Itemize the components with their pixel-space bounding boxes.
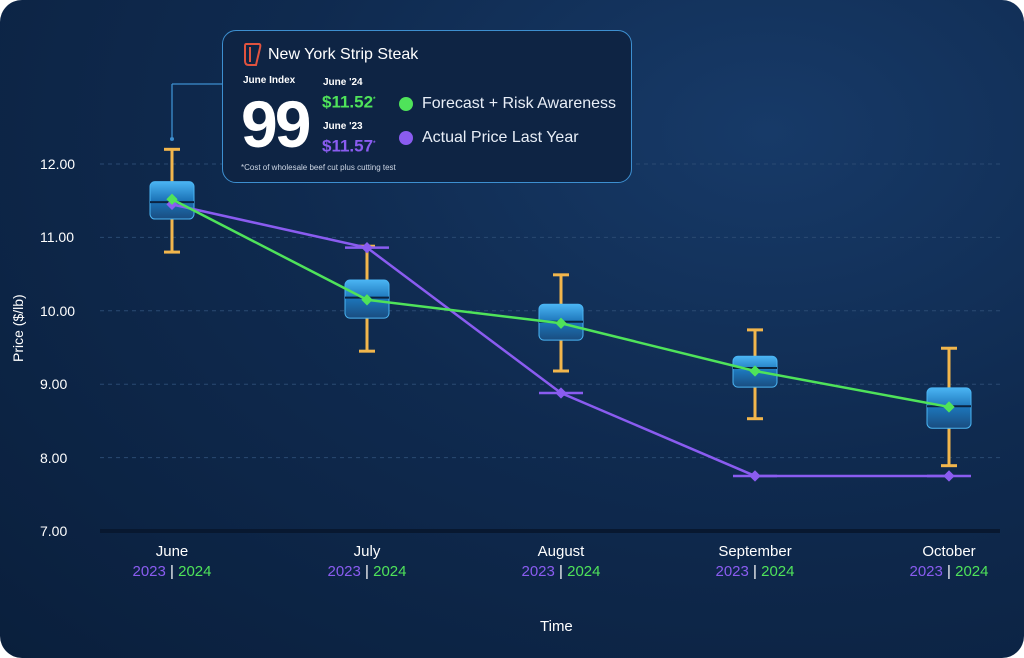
- steak-icon: [244, 43, 262, 66]
- summary-card: New York Strip Steak June Index 99 June …: [222, 30, 632, 183]
- y-axis-label: Price ($/lb): [10, 294, 26, 362]
- data-point: [555, 317, 567, 329]
- x-tick-label: June 2023 | 2024: [132, 543, 212, 580]
- data-point: [943, 470, 955, 482]
- x-tick-label: October 2023 | 2024: [909, 543, 989, 580]
- data-point: [361, 294, 373, 306]
- june-24-value: $11.52*: [322, 92, 376, 112]
- callout-dot: [170, 137, 174, 141]
- card-title: New York Strip Steak: [268, 46, 419, 63]
- data-point: [166, 193, 178, 205]
- june-23-value: $11.57*: [322, 136, 376, 156]
- x-tick-label: September 2023 | 2024: [715, 543, 795, 580]
- index-value: 99: [241, 87, 311, 161]
- x-tick-label: July 2023 | 2024: [327, 543, 407, 580]
- legend-item-actual: Actual Price Last Year: [399, 128, 579, 148]
- data-point: [943, 401, 955, 413]
- y-tick-label: 12.00: [40, 156, 76, 172]
- y-tick-label: 11.00: [40, 229, 74, 246]
- data-point: [361, 242, 373, 254]
- y-tick-label: 8.00: [40, 449, 68, 466]
- june-24-label: June '24: [323, 77, 363, 88]
- footnote: *Cost of wholesale beef cut plus cutting…: [241, 163, 396, 172]
- legend-item-forecast: Forecast + Risk Awareness: [399, 94, 616, 114]
- y-tick-label: 7.00: [40, 523, 68, 539]
- y-tick-label: 10.00: [40, 302, 76, 319]
- data-point: [749, 470, 761, 482]
- index-label: June Index: [243, 75, 296, 86]
- june-23-label: June '23: [323, 121, 363, 132]
- legend-dot-green: [399, 97, 413, 111]
- x-tick-label: August 2023 | 2024: [521, 543, 601, 580]
- x-axis-label: Time: [540, 618, 573, 635]
- y-tick-label: 9.00: [40, 376, 68, 393]
- data-point: [555, 387, 567, 399]
- legend-dot-purple: [399, 131, 413, 145]
- data-point: [749, 365, 761, 377]
